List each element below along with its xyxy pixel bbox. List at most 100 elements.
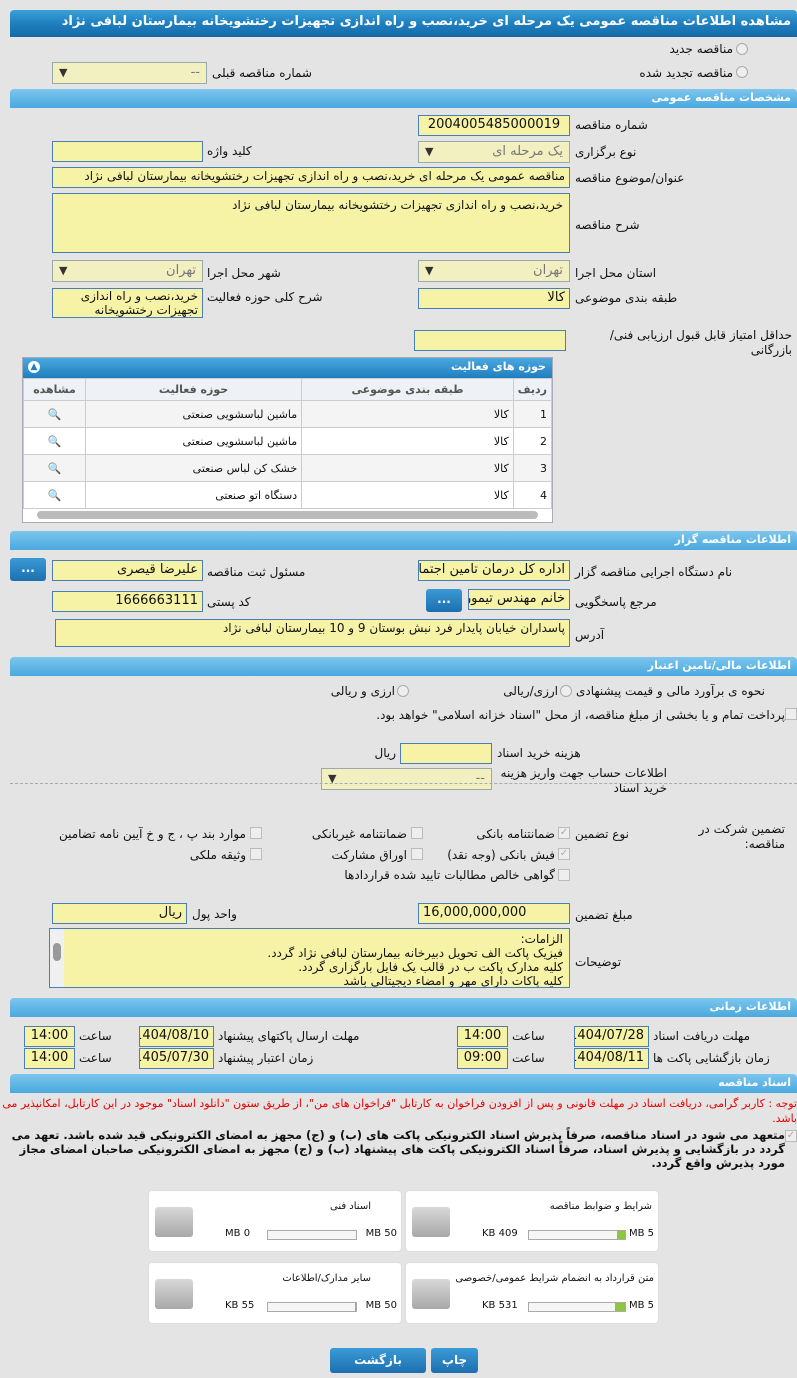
view-icon[interactable]: 🔍 [23,427,86,455]
g-label-2: ضمانتنامه غیربانکی [311,827,407,841]
tender-number-field[interactable]: 2004005485000019 [418,115,570,136]
ref-more-button[interactable]: ... [426,589,462,612]
open-field[interactable]: 1404/08/11 [574,1048,649,1069]
file-max: 5 MB [628,1300,654,1311]
valid-label: زمان اعتبار پیشنهاد [218,1051,314,1065]
g-check-5[interactable] [411,848,423,860]
valid-field[interactable]: 1405/07/30 [139,1048,214,1069]
back-button[interactable]: بازگشت [330,1348,426,1373]
method-opt1: ارزی/ریالی [503,684,558,698]
file-name: شرایط و ضوابط مناقصه [549,1201,652,1212]
cell-category: کالا [301,427,514,455]
postal-field[interactable]: 1666663111 [52,591,203,612]
activities-header: حوزه های فعالیت ▲ [23,358,552,378]
folder-icon [412,1279,450,1309]
g-check-6[interactable] [250,848,262,860]
city-select[interactable]: تهران ▼ [52,260,203,282]
notes-scrollbar[interactable] [50,929,64,987]
account-label: اطلاعات حساب جهت واریز هزینه خرید اسناد [500,766,667,795]
chevron-down-icon: ▼ [328,772,337,785]
prev-number-select[interactable]: -- ▼ [52,62,207,84]
hour-label: ساعت [79,1051,112,1065]
keyword-field[interactable] [52,141,203,162]
province-value: تهران [533,263,563,278]
file-name: متن قرارداد به انضمام شرایط عمومی/خصوصی [455,1273,654,1284]
doc-cost-field[interactable] [400,743,492,764]
g-check-4[interactable]: ✓ [558,848,570,860]
subject-field[interactable]: مناقصه عمومی یک مرحله ای خرید،نصب و راه … [52,167,570,188]
account-select[interactable]: -- ▼ [321,768,492,790]
view-icon[interactable]: 🔍 [23,400,86,428]
desc-field[interactable]: خرید،نصب و راه اندازی تجهیزات رختشویخانه… [52,193,570,253]
g-label-5: اوراق مشارکت [331,848,407,862]
file-name: اسناد فنی [330,1201,371,1212]
g-check-1[interactable]: ✓ [558,827,570,839]
g-check-3[interactable] [250,827,262,839]
file-box[interactable]: شرایط و ضوابط مناقصه 5 MB 409 KB [405,1190,659,1252]
notes-line: الزامات: [520,932,563,946]
org-label: نام دستگاه اجرایی مناقصه گزار [575,565,733,579]
notes-line: فیزیک پاکت الف تحویل دبیرخانه بیمارستان … [267,946,563,960]
open-time[interactable]: 09:00 [457,1048,508,1069]
file-progress [528,1230,626,1240]
horizontal-scrollbar[interactable] [37,511,538,519]
org-field[interactable]: اداره کل درمان تامین اجتماعی [418,560,570,581]
resp-label: مسئول ثبت مناقصه [207,565,306,579]
minscore-field[interactable] [414,330,566,351]
hour-label: ساعت [512,1029,545,1043]
resp-field[interactable]: علیرضا قیصری [52,560,203,581]
ref-field[interactable]: خانم مهندس تیموری [468,589,570,610]
resp-more-button[interactable]: ... [10,558,46,581]
view-icon[interactable]: 🔍 [23,481,86,509]
address-field[interactable]: پاسداران خیابان پایدار فرد نبش بوستان 9 … [55,619,570,647]
docs-notice: توجه : کاربر گرامی، دریافت اسناد در مهلت… [2,1097,797,1125]
method-radio-1[interactable] [560,685,572,697]
file-size: 409 KB [482,1228,518,1239]
table-row: 3 کالا خشک کن لباس صنعتی 🔍 [23,454,553,482]
method-radio-2[interactable] [397,685,409,697]
send-field[interactable]: 1404/08/10 [139,1026,214,1047]
hour-label: ساعت [79,1029,112,1043]
new-tender-radio[interactable] [736,43,748,55]
page-title: مشاهده اطلاعات مناقصه عمومی یک مرحله ای … [10,10,797,37]
category-field[interactable]: کالا [418,288,570,309]
prev-number-label: شماره مناقصه قبلی [212,66,312,80]
view-icon[interactable]: 🔍 [23,454,86,482]
province-label: استان محل اجرا [575,266,657,280]
notes-label: توضیحات [575,955,622,969]
renewed-tender-radio[interactable] [736,66,748,78]
keyword-label: کلید واژه [207,144,252,158]
col-index: ردیف [512,378,553,401]
section-finance: اطلاعات مالی/تامین اعتبار [10,657,797,676]
treasury-checkbox[interactable] [785,708,797,720]
file-box[interactable]: اسناد فنی 50 MB 0 MB [148,1190,402,1252]
file-name: سایر مدارک/اطلاعات [282,1273,371,1284]
activity-desc-field[interactable]: خرید،نصب و راه اندازی تجهیزات رختشویخانه [52,288,203,318]
number-label: شماره مناقصه [575,118,648,132]
minscore-label: حداقل امتیاز قابل قبول ارزیابی فنی/بازرگ… [609,328,792,357]
print-button[interactable]: چاپ [431,1348,478,1373]
table-row: 1 کالا ماشین لباسشویی صنعتی 🔍 [23,400,553,428]
section-docs: اسناد مناقصه [10,1074,797,1093]
g-check-7[interactable] [558,869,570,881]
type-select[interactable]: یک مرحله ای ▼ [418,141,570,163]
province-select[interactable]: تهران ▼ [418,260,570,282]
guarantee-label: تضمین شرکت در مناقصه: [698,822,785,851]
unit-field[interactable]: ریال [52,903,187,924]
file-box[interactable]: سایر مدارک/اطلاعات 50 MB 55 KB [148,1262,402,1324]
subject-label: عنوان/موضوع مناقصه [575,171,685,185]
file-box[interactable]: متن قرارداد به انضمام شرایط عمومی/خصوصی … [405,1262,659,1324]
chevron-down-icon: ▼ [59,66,68,79]
send-label: مهلت ارسال پاکتهای پیشنهاد [218,1029,360,1043]
notes-field[interactable]: الزامات: فیزیک پاکت الف تحویل دبیرخانه ب… [49,928,570,988]
chevron-down-icon: ▼ [425,145,434,158]
collapse-icon[interactable]: ▲ [28,361,40,373]
g-check-2[interactable] [411,827,423,839]
doc-deadline-field[interactable]: 1404/07/28 [574,1026,649,1047]
prev-number-value: -- [190,65,200,80]
valid-time[interactable]: 14:00 [24,1048,75,1069]
amount-field[interactable]: 16,000,000,000 [418,903,570,924]
send-time[interactable]: 14:00 [24,1026,75,1047]
doc-deadline-time[interactable]: 14:00 [457,1026,508,1047]
file-max: 50 MB [365,1300,397,1311]
